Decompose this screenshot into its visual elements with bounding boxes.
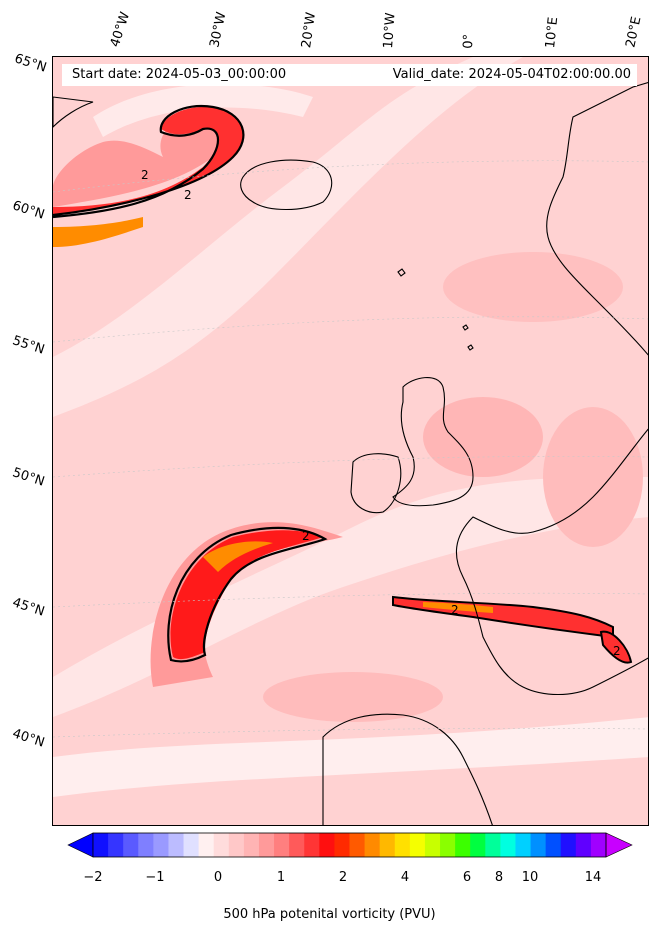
- colorbar-tick: 1: [276, 870, 286, 885]
- pv-light-band: [93, 83, 313, 137]
- colorbar-tick: 14: [584, 870, 602, 885]
- colorbar-segment: [455, 833, 471, 857]
- lon-label-30w: 30°W: [207, 10, 230, 49]
- colorbar-segment: [470, 833, 486, 857]
- colorbar-tick: 4: [400, 870, 410, 885]
- colorbar-segment: [213, 833, 230, 857]
- colorbar-segment: [349, 833, 366, 857]
- coastlines: [53, 82, 648, 825]
- colorbar-segment: [409, 833, 426, 857]
- pv-contour-2pv: [167, 526, 328, 663]
- pv-contour-2pv: [53, 104, 245, 219]
- lon-label-40w: 40°W: [107, 10, 134, 49]
- colorbar-segment: [319, 833, 335, 857]
- colorbar-tick: 8: [494, 870, 504, 885]
- colorbar-segment: [153, 833, 169, 857]
- colorbar-title: 500 hPa potenital vorticity (PVU): [223, 907, 436, 922]
- date-info-box: Start date: 2024-05-03_00:00:00 Valid_da…: [62, 64, 637, 86]
- colorbar-min-arrow: [67, 832, 94, 858]
- colorbar-segment: [485, 833, 501, 857]
- graticule: [53, 160, 648, 738]
- colorbar-segment: [123, 833, 139, 857]
- colorbar-segment: [334, 833, 350, 857]
- lat-label-60n: 60°N: [10, 198, 47, 223]
- islands-coast: [397, 268, 474, 351]
- colorbar-segment: [183, 833, 200, 857]
- colorbar-tick: −2: [83, 870, 103, 885]
- colorbar-segment: [93, 833, 109, 857]
- pv-map: 2 2 2 2 2: [52, 56, 649, 826]
- ireland-coast: [350, 453, 402, 514]
- colorbar-tick: 0: [213, 870, 223, 885]
- colorbar-segment: [590, 833, 607, 857]
- lat-label-55n: 55°N: [10, 333, 47, 358]
- colorbar-tick: −1: [145, 870, 165, 885]
- pv-blob-east: [599, 630, 633, 664]
- colorbar-segment: [379, 833, 396, 857]
- pv-contour-2pv: [392, 595, 614, 639]
- pv-light-band: [53, 477, 648, 717]
- lat-label-45n: 45°N: [10, 595, 47, 620]
- pv-medium-patch: [543, 407, 643, 547]
- contour-label: 2: [302, 529, 310, 543]
- lon-label-0: 0°: [461, 33, 477, 49]
- pv-light-band: [53, 717, 648, 797]
- colorbar-segment: [364, 833, 381, 857]
- pv-medium-patch: [443, 252, 623, 322]
- pv-streamer-north: [53, 116, 235, 207]
- start-date-label: Start date: 2024-05-03_00:00:00: [72, 67, 287, 82]
- iceland-coast: [240, 159, 333, 210]
- lat-label-50n: 50°N: [10, 465, 47, 490]
- scandinavia-coast: [546, 82, 648, 356]
- colorbar-segment: [289, 833, 305, 857]
- colorbar-segment: [515, 833, 532, 857]
- lon-label-20w: 20°W: [299, 11, 319, 49]
- colorbar-segment: [500, 833, 516, 857]
- colorbar-tick: 10: [521, 870, 539, 885]
- lon-label-20e: 20°E: [623, 15, 645, 50]
- colorbar-segment: [560, 833, 577, 857]
- britain-coast: [392, 377, 474, 507]
- lat-label-65n: 65°N: [12, 51, 49, 76]
- colorbar-segment: [108, 833, 124, 857]
- greenland-coast: [53, 96, 94, 128]
- contour-label: 2: [184, 188, 192, 202]
- colorbar-segment: [168, 833, 185, 857]
- europe-coast: [455, 428, 648, 695]
- lon-label-10e: 10°E: [543, 16, 562, 50]
- colorbar-segment: [243, 833, 260, 857]
- contour-label: 2: [141, 168, 149, 182]
- colorbar-border: [92, 832, 607, 858]
- colorbar-segment: [424, 833, 441, 857]
- pv-cutoff-high: [203, 541, 273, 572]
- colorbar-segment: [440, 833, 456, 857]
- iberia-coast: [322, 713, 493, 825]
- colorbar-tick: 6: [462, 870, 472, 885]
- lon-label-10w: 10°W: [381, 12, 399, 49]
- pv-streamer-north-high: [53, 217, 143, 247]
- colorbar: [67, 832, 633, 858]
- colorbar-tick: 2: [338, 870, 348, 885]
- valid-date-label: Valid_date: 2024-05-04T02:00:00.00: [392, 67, 631, 82]
- colorbar-segment: [575, 833, 592, 857]
- pv-field-plot: 2 2 2 2 2: [53, 57, 648, 825]
- colorbar-segment: [545, 833, 562, 857]
- colorbar-segment: [304, 833, 320, 857]
- colorbar-segment: [198, 833, 215, 857]
- contour-label: 2: [613, 644, 621, 658]
- colorbar-segment: [530, 833, 547, 857]
- colorbar-segment: [394, 833, 411, 857]
- colorbar-segment: [138, 833, 154, 857]
- lat-label-40n: 40°N: [10, 726, 47, 751]
- colorbar-segment: [228, 833, 245, 857]
- pv-medium-patch: [263, 672, 443, 722]
- colorbar-segment: [274, 833, 290, 857]
- pv-medium-patch: [423, 397, 543, 477]
- pv-light-band: [53, 57, 523, 417]
- colorbar-segment: [258, 833, 275, 857]
- colorbar-max-arrow: [605, 832, 633, 858]
- pv-streamer-north-core: [53, 106, 244, 215]
- contour-label: 2: [451, 603, 459, 617]
